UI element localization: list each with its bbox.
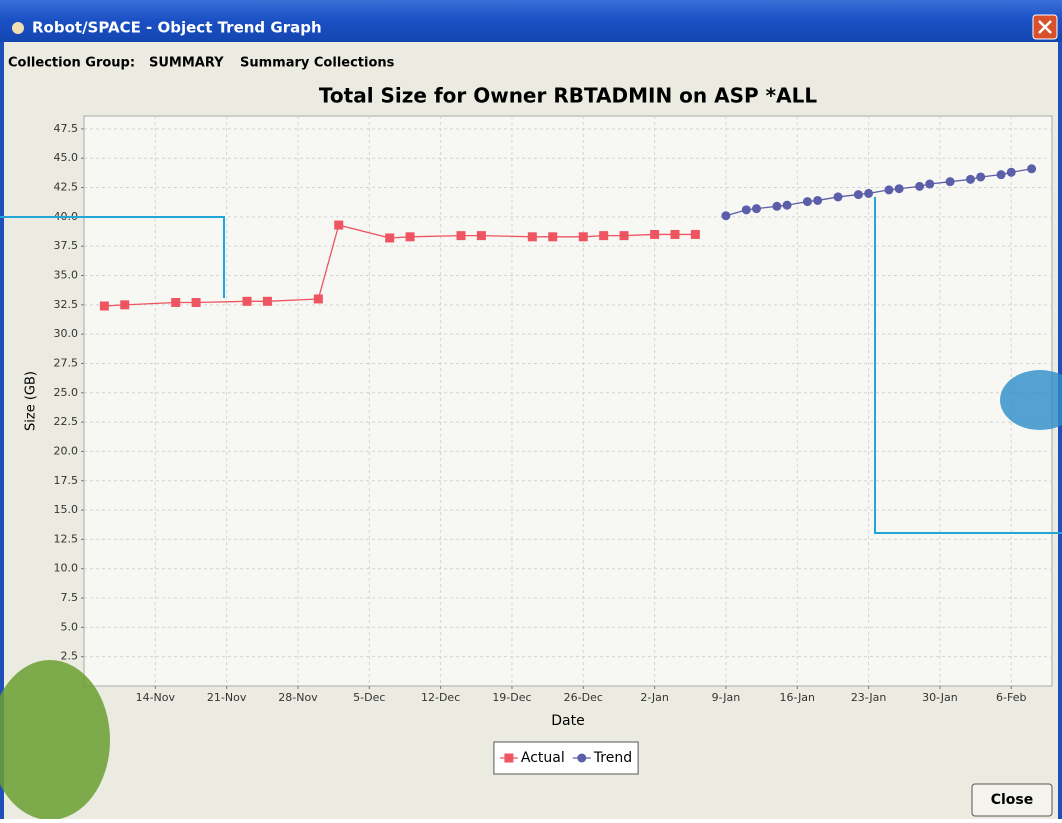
marker [457, 231, 466, 240]
marker [243, 297, 252, 306]
x-tick-label: 26-Dec [564, 691, 603, 704]
marker [670, 230, 679, 239]
marker [385, 233, 394, 242]
marker [915, 182, 924, 191]
marker [854, 190, 863, 199]
y-tick-label: 22.5 [54, 415, 79, 428]
plot-area [84, 116, 1052, 686]
marker [314, 294, 323, 303]
y-tick-label: 2.5 [61, 650, 79, 663]
marker [925, 180, 934, 189]
marker [477, 231, 486, 240]
marker [884, 185, 893, 194]
marker [1027, 164, 1036, 173]
x-tick-label: 19-Dec [492, 691, 531, 704]
marker [599, 231, 608, 240]
y-tick-label: 42.5 [54, 181, 79, 194]
y-tick-label: 35.0 [54, 269, 79, 282]
marker [192, 298, 201, 307]
marker [946, 177, 955, 186]
marker [504, 754, 513, 763]
close-button-label: Close [991, 792, 1034, 808]
marker [334, 221, 343, 230]
legend-label: Trend [593, 750, 632, 766]
marker [579, 232, 588, 241]
marker [263, 297, 272, 306]
marker [813, 196, 822, 205]
y-tick-label: 15.0 [54, 503, 79, 516]
app-icon [12, 22, 24, 34]
marker [120, 300, 129, 309]
window: Robot/SPACE - Object Trend Graph Collect… [0, 0, 1062, 819]
marker [976, 172, 985, 181]
marker [528, 232, 537, 241]
y-tick-label: 32.5 [54, 298, 79, 311]
collection-description: Summary Collections [240, 56, 395, 71]
collection-label: Collection Group: [8, 56, 135, 71]
marker [997, 170, 1006, 179]
marker [406, 232, 415, 241]
y-tick-label: 25.0 [54, 386, 79, 399]
marker [772, 202, 781, 211]
marker [834, 192, 843, 201]
y-tick-label: 10.0 [54, 562, 79, 575]
y-tick-label: 47.5 [54, 122, 79, 135]
collection-group: SUMMARY [149, 56, 224, 71]
marker [650, 230, 659, 239]
marker [895, 184, 904, 193]
marker [171, 298, 180, 307]
marker [742, 205, 751, 214]
window-title: Robot/SPACE - Object Trend Graph [32, 19, 322, 37]
marker [577, 754, 586, 763]
y-tick-label: 5.0 [61, 620, 79, 633]
marker [691, 230, 700, 239]
x-tick-label: 2-Jan [640, 691, 669, 704]
marker [721, 211, 730, 220]
y-tick-label: 45.0 [54, 151, 79, 164]
y-tick-label: 12.5 [54, 532, 79, 545]
legend-label: Actual [521, 750, 565, 766]
y-axis-label: Size (GB) [24, 371, 39, 431]
y-tick-label: 17.5 [54, 474, 79, 487]
x-tick-label: 6-Feb [996, 691, 1026, 704]
x-tick-label: 9-Jan [712, 691, 741, 704]
x-tick-label: 30-Jan [922, 691, 958, 704]
y-tick-label: 27.5 [54, 356, 79, 369]
marker [752, 204, 761, 213]
marker [620, 231, 629, 240]
y-tick-label: 20.0 [54, 444, 79, 457]
legend: Actual Trend [494, 742, 638, 774]
x-tick-label: 16-Jan [779, 691, 815, 704]
x-tick-label: 12-Dec [421, 691, 460, 704]
chart-title: Total Size for Owner RBTADMIN on ASP *AL… [319, 84, 817, 108]
y-tick-label: 37.5 [54, 239, 79, 252]
x-tick-label: 21-Nov [207, 691, 247, 704]
y-tick-label: 30.0 [54, 327, 79, 340]
marker [966, 175, 975, 184]
x-tick-label: 14-Nov [136, 691, 176, 704]
marker [100, 302, 109, 311]
marker [548, 232, 557, 241]
x-tick-label: 5-Dec [353, 691, 385, 704]
marker [1007, 168, 1016, 177]
y-tick-label: 7.5 [61, 591, 79, 604]
x-axis-label: Date [551, 713, 584, 729]
x-tick-label: 23-Jan [851, 691, 887, 704]
marker [803, 197, 812, 206]
x-tick-label: 28-Nov [278, 691, 318, 704]
marker [864, 189, 873, 198]
marker [783, 201, 792, 210]
